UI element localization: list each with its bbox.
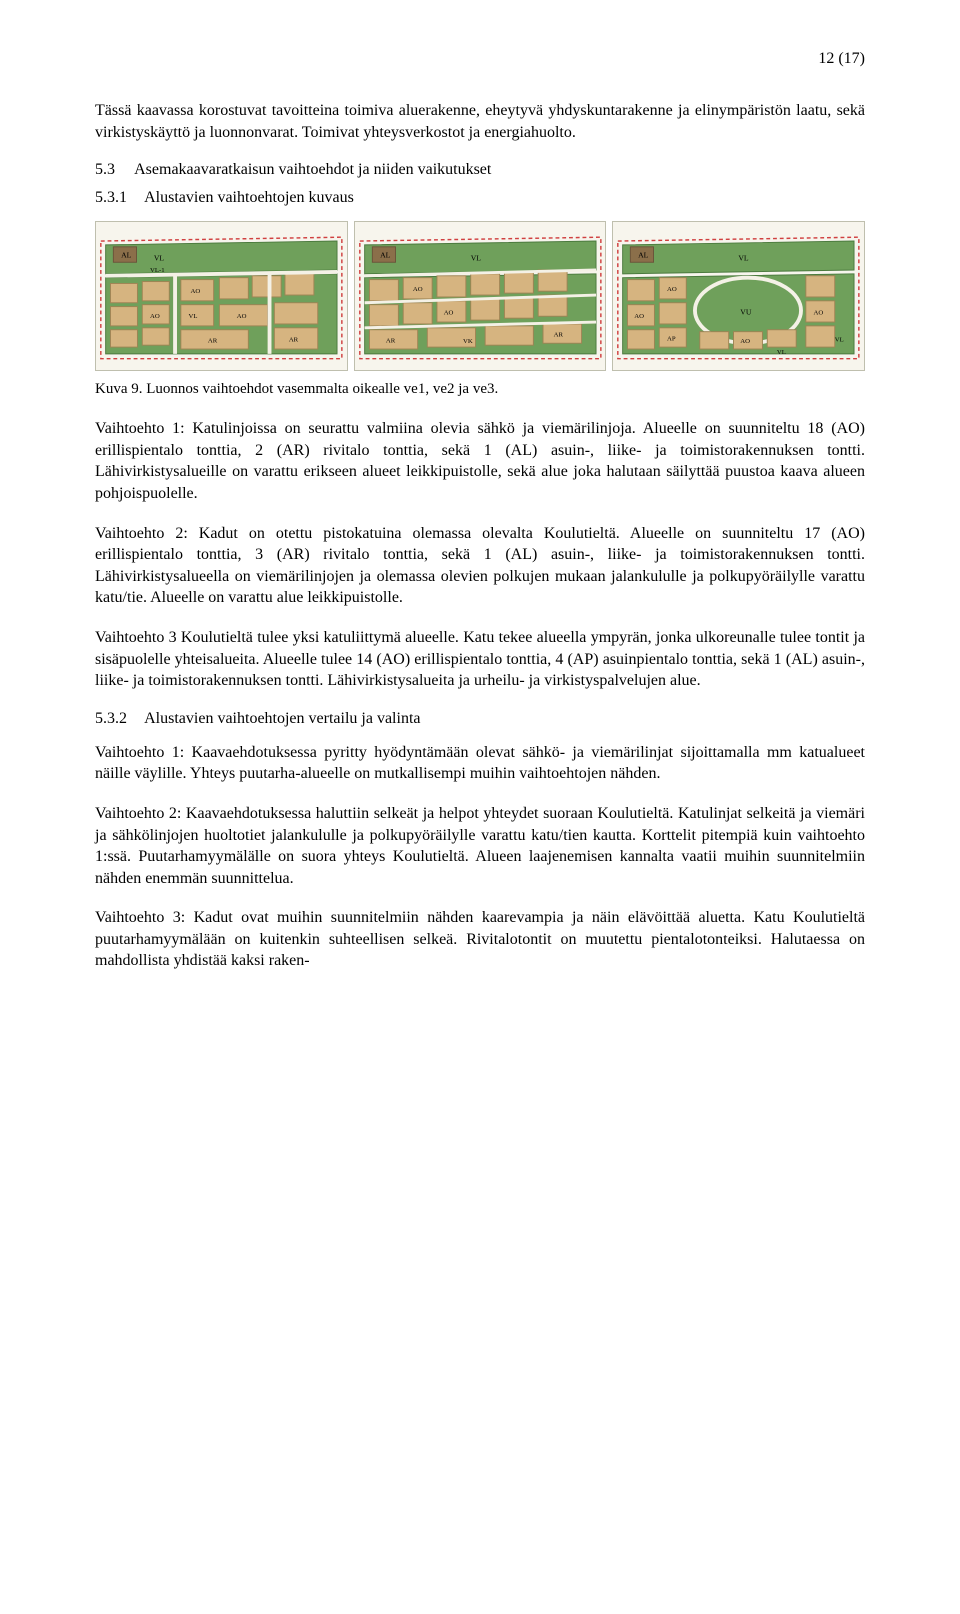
svg-text:AO: AO [413, 286, 423, 293]
paragraph-cmp-ve3: Vaihtoehto 3: Kadut ovat muihin suunnite… [95, 907, 865, 972]
svg-text:AO: AO [667, 286, 677, 293]
svg-text:VL: VL [470, 254, 481, 263]
heading-title: Asemakaavaratkaisun vaihtoehdot ja niide… [134, 161, 491, 178]
svg-text:AR: AR [289, 337, 299, 344]
page-number: 12 (17) [95, 50, 865, 68]
svg-text:AP: AP [667, 336, 676, 343]
intro-paragraph: Tässä kaavassa korostuvat tavoitteina to… [95, 100, 865, 143]
svg-text:VL: VL [189, 313, 198, 320]
svg-text:AO: AO [741, 338, 751, 345]
heading-5-3-1: 5.3.1 Alustavien vaihtoehtojen kuvaus [95, 189, 865, 207]
svg-text:VK: VK [463, 338, 473, 345]
paragraph-ve2: Vaihtoehto 2: Kadut on otettu pistokatui… [95, 523, 865, 609]
svg-text:VL: VL [739, 254, 750, 263]
heading-number: 5.3.2 [95, 710, 127, 728]
paragraph-ve3: Vaihtoehto 3 Koulutieltä tulee yksi katu… [95, 627, 865, 692]
paragraph-cmp-ve1: Vaihtoehto 1: Kaavaehdotuksessa pyritty … [95, 742, 865, 785]
svg-text:AO: AO [150, 313, 160, 320]
svg-text:VL: VL [777, 349, 786, 356]
svg-text:AR: AR [386, 337, 396, 344]
plan-ve3: AL VL VU AO AO AP AO AO VL VL [612, 221, 865, 371]
figure-plan-row: AL VL VL-1 AO AO VL AO VK AR AR [95, 221, 865, 371]
heading-title: Alustavien vaihtoehtojen vertailu ja val… [144, 710, 420, 727]
svg-text:VL: VL [154, 254, 165, 263]
heading-5-3-2: 5.3.2 Alustavien vaihtoehtojen vertailu … [95, 710, 865, 728]
paragraph-ve1: Vaihtoehto 1: Katulinjoissa on seurattu … [95, 418, 865, 504]
svg-text:AL: AL [121, 251, 132, 260]
heading-number: 5.3.1 [95, 189, 127, 207]
heading-5-3: 5.3 Asemakaavaratkaisun vaihtoehdot ja n… [95, 161, 865, 179]
svg-text:VL: VL [835, 337, 844, 344]
svg-text:AL: AL [638, 251, 649, 260]
svg-text:AO: AO [814, 310, 824, 317]
svg-text:AO: AO [443, 310, 453, 317]
svg-text:AL: AL [380, 251, 391, 260]
svg-text:VL-1: VL-1 [150, 267, 165, 274]
paragraph-cmp-ve2: Vaihtoehto 2: Kaavaehdotuksessa haluttii… [95, 803, 865, 889]
svg-text:AO: AO [635, 313, 645, 320]
svg-text:AR: AR [553, 332, 563, 339]
figure-caption: Kuva 9. Luonnos vaihtoehdot vasemmalta o… [95, 381, 865, 398]
svg-text:AO: AO [190, 288, 200, 295]
svg-text:VU: VU [741, 308, 753, 317]
plan-ve1: AL VL VL-1 AO AO VL AO VK AR AR [95, 221, 348, 371]
heading-title: Alustavien vaihtoehtojen kuvaus [144, 189, 354, 206]
plan-ve2: AL VL AO AO AR VK AR [354, 221, 607, 371]
svg-text:AO: AO [237, 313, 247, 320]
heading-number: 5.3 [95, 161, 115, 179]
svg-text:AR: AR [208, 337, 218, 344]
